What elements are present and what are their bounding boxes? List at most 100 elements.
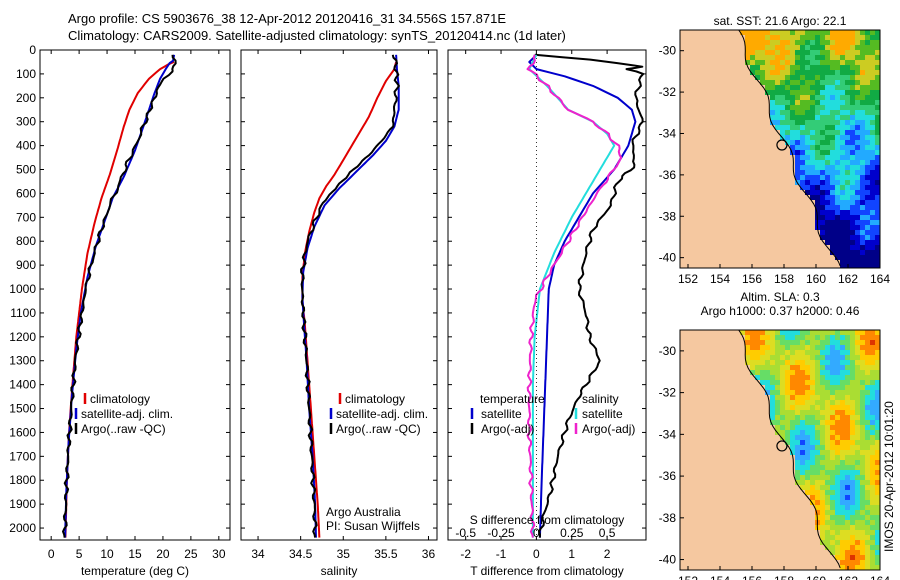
land-cell xyxy=(750,85,756,91)
land-cell xyxy=(785,450,791,456)
land-cell xyxy=(735,130,741,136)
land-cell xyxy=(680,70,686,76)
field-cell xyxy=(760,330,766,336)
land-cell xyxy=(785,460,791,466)
field-cell xyxy=(805,30,811,36)
land-cell xyxy=(770,435,776,441)
land-cell xyxy=(715,75,721,81)
land-cell xyxy=(710,465,716,471)
field-cell xyxy=(855,255,861,261)
field-cell xyxy=(840,65,846,71)
field-cell xyxy=(815,40,821,46)
field-cell xyxy=(810,420,816,426)
land-cell xyxy=(745,475,751,481)
field-cell xyxy=(850,265,856,268)
field-cell xyxy=(870,135,876,141)
s-tick-label: 0.25 xyxy=(560,526,584,540)
field-cell xyxy=(800,60,806,66)
field-cell xyxy=(840,260,846,266)
land-cell xyxy=(690,185,696,191)
land-cell xyxy=(735,425,741,431)
field-cell xyxy=(860,240,866,246)
field-cell xyxy=(850,445,856,451)
land-cell xyxy=(760,125,766,131)
land-cell xyxy=(705,535,711,541)
land-cell xyxy=(770,490,776,496)
land-cell xyxy=(715,245,721,251)
land-cell xyxy=(745,405,751,411)
land-cell xyxy=(710,475,716,481)
land-cell xyxy=(695,495,701,501)
field-cell xyxy=(850,435,856,441)
land-cell xyxy=(680,210,686,216)
legend-argo-label: Argo(..raw -QC) xyxy=(336,422,421,436)
field-cell xyxy=(870,345,876,351)
land-cell xyxy=(765,545,771,551)
land-cell xyxy=(685,455,691,461)
field-cell xyxy=(860,385,866,391)
field-cell xyxy=(795,445,801,451)
field-cell xyxy=(845,335,851,341)
field-cell xyxy=(795,35,801,41)
field-cell xyxy=(865,330,871,336)
field-cell xyxy=(775,95,781,101)
field-cell xyxy=(870,180,876,186)
field-cell xyxy=(810,110,816,116)
field-cell xyxy=(835,195,841,201)
land-cell xyxy=(805,210,811,216)
land-cell xyxy=(735,335,741,341)
land-cell xyxy=(745,230,751,236)
land-cell xyxy=(725,540,731,546)
land-cell xyxy=(685,40,691,46)
land-cell xyxy=(715,90,721,96)
field-cell xyxy=(850,415,856,421)
land-cell xyxy=(745,255,751,261)
field-cell xyxy=(805,470,811,476)
field-cell xyxy=(805,415,811,421)
field-cell xyxy=(785,105,791,111)
field-cell xyxy=(815,475,821,481)
field-cell xyxy=(830,455,836,461)
land-cell xyxy=(710,500,716,506)
land-cell xyxy=(800,495,806,501)
field-cell xyxy=(835,90,841,96)
field-cell xyxy=(775,100,781,106)
land-cell xyxy=(805,560,811,566)
land-cell xyxy=(765,180,771,186)
field-cell xyxy=(875,150,880,156)
land-cell xyxy=(725,30,731,36)
field-cell xyxy=(800,345,806,351)
field-cell xyxy=(815,430,821,436)
land-cell xyxy=(720,145,726,151)
field-cell xyxy=(820,400,826,406)
field-cell xyxy=(835,220,841,226)
field-cell xyxy=(825,460,831,466)
field-cell xyxy=(850,135,856,141)
land-cell xyxy=(715,175,721,181)
field-cell xyxy=(830,420,836,426)
field-cell xyxy=(815,490,821,496)
field-cell xyxy=(850,50,856,56)
land-cell xyxy=(725,70,731,76)
field-cell xyxy=(850,440,856,446)
field-cell xyxy=(820,335,826,341)
field-cell xyxy=(855,265,861,268)
land-cell xyxy=(800,210,806,216)
land-cell xyxy=(705,190,711,196)
land-cell xyxy=(745,235,751,241)
land-cell xyxy=(680,350,686,356)
field-cell xyxy=(865,135,871,141)
land-cell xyxy=(750,400,756,406)
field-cell xyxy=(780,75,786,81)
land-cell xyxy=(750,555,756,561)
land-cell xyxy=(740,150,746,156)
land-cell xyxy=(710,335,716,341)
land-cell xyxy=(755,520,761,526)
land-cell xyxy=(760,240,766,246)
land-cell xyxy=(740,555,746,561)
field-cell xyxy=(770,375,776,381)
land-cell xyxy=(740,160,746,166)
land-cell xyxy=(710,245,716,251)
land-cell xyxy=(770,535,776,541)
land-cell xyxy=(700,190,706,196)
